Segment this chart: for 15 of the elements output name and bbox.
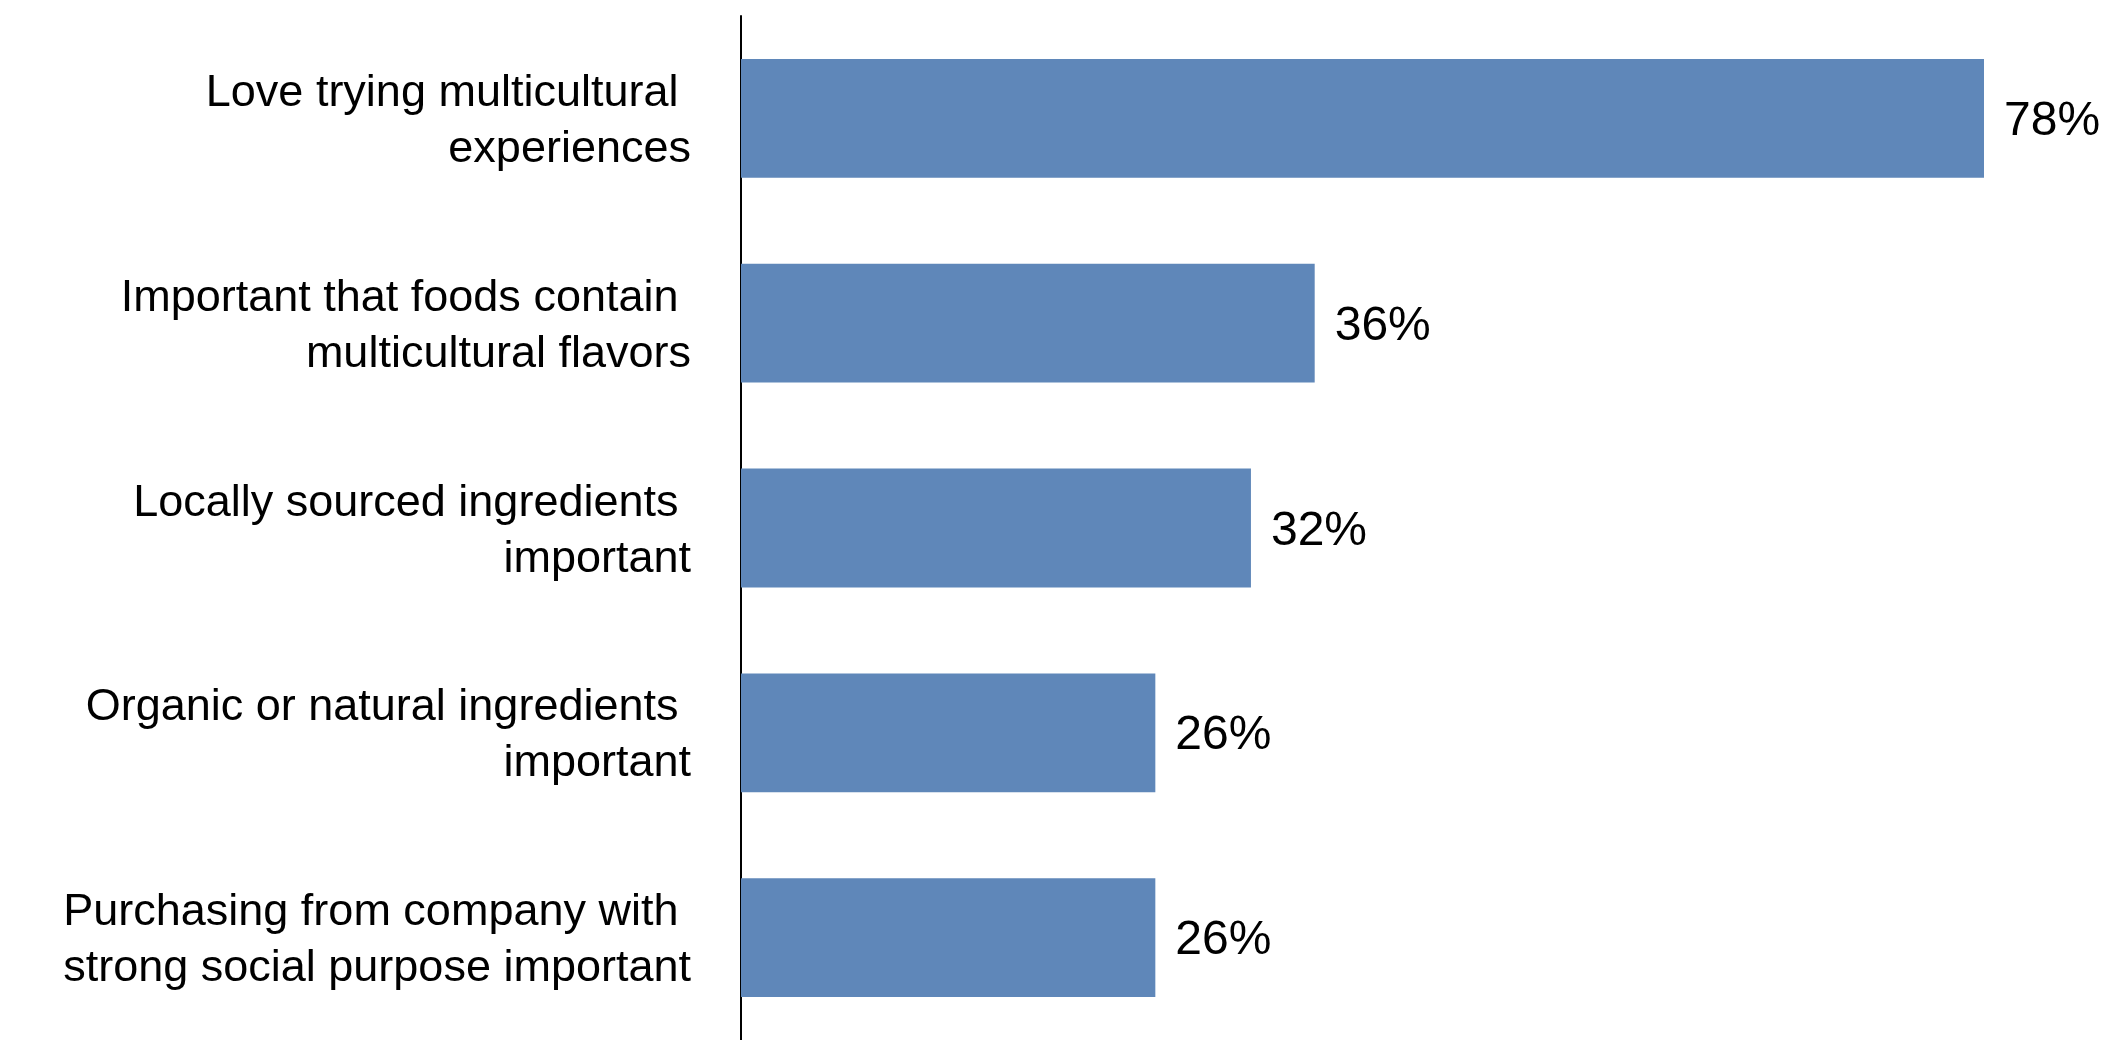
bar <box>741 673 1156 793</box>
data-label: 32% <box>1270 501 1368 555</box>
data-label: 36% <box>1334 296 1431 350</box>
y-tick-label: Purchasing from company with strong social purpose important <box>63 884 692 992</box>
bar <box>741 263 1315 383</box>
data-label: 78% <box>2004 91 2101 145</box>
bar <box>741 59 1984 178</box>
bar <box>741 878 1156 997</box>
y-tick-label: Love trying multicultural experiences <box>205 64 691 172</box>
y-tick-label: Organic or natural ingredients important <box>85 679 692 787</box>
y-tick-label: Important that foods contain multicultural flavors <box>120 269 691 377</box>
data-label: 26% <box>1175 911 1272 965</box>
data-label: 26% <box>1175 706 1272 760</box>
y-tick-label: Locally sourced ingredients important <box>133 474 692 582</box>
bar <box>741 468 1251 588</box>
